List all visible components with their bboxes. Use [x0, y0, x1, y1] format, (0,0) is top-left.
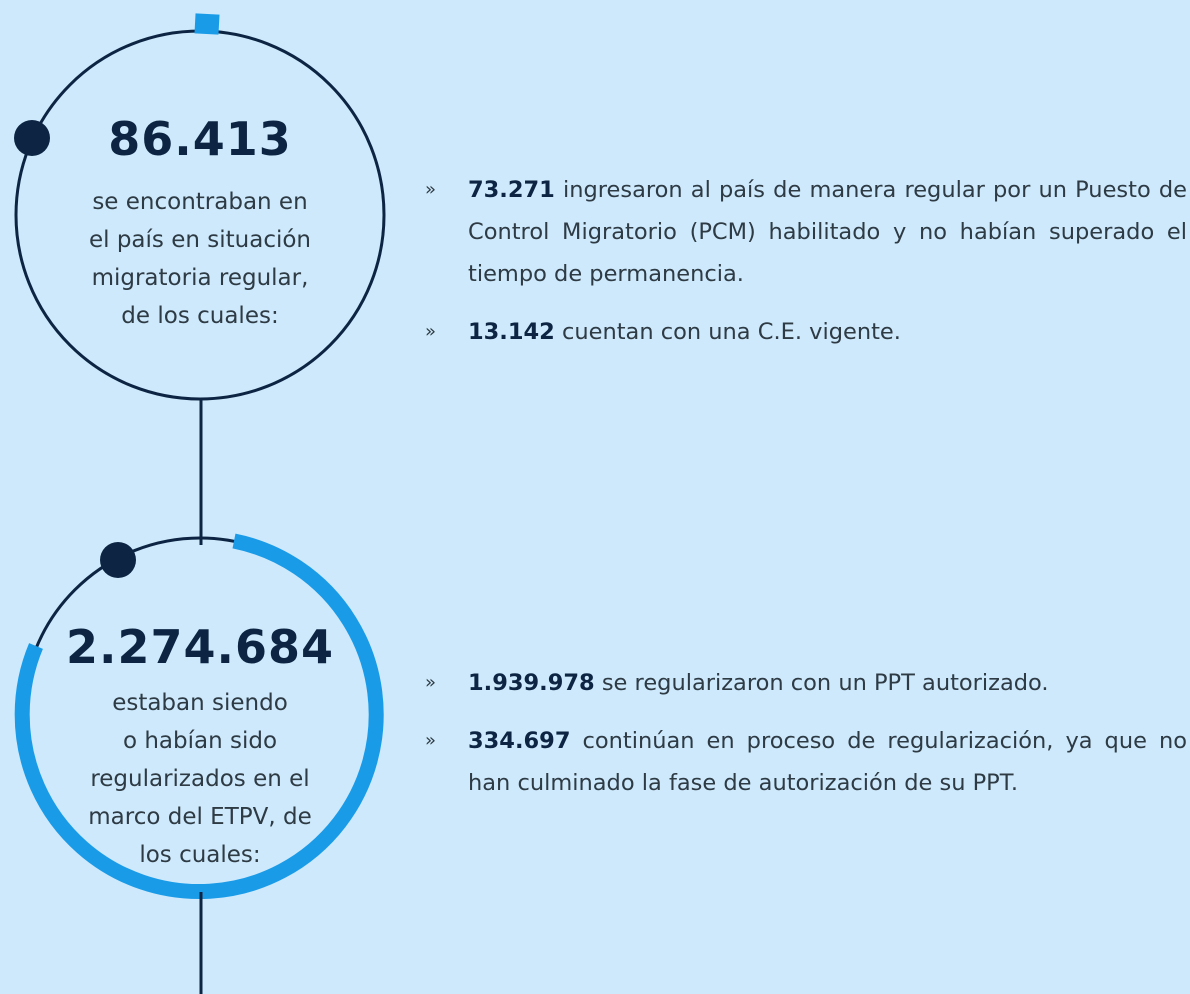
bullet: » 1.939.978 se regularizaron con un PPT a… — [425, 662, 1187, 704]
bullet-number: 13.142 — [468, 319, 555, 345]
bullet-number: 334.697 — [468, 728, 571, 754]
bullet-list: » 1.939.978 se regularizaron con un PPT a… — [425, 662, 1187, 820]
bullet-number: 73.271 — [468, 177, 555, 203]
big-number: 2.274.684 — [66, 620, 334, 674]
description-line: marco del ETPV, de — [88, 804, 312, 830]
bullet-text: se regularizaron con un PPT autorizado. — [594, 670, 1049, 696]
description-line: se encontraban en — [92, 189, 308, 215]
bullet-marker: » — [425, 179, 437, 200]
bullet-marker: » — [425, 321, 437, 342]
bullet-marker: » — [425, 672, 437, 693]
bullet-number: 1.939.978 — [468, 670, 595, 696]
description-line: migratoria regular, — [91, 265, 309, 291]
dot — [14, 120, 50, 156]
description-line: de los cuales: — [121, 303, 279, 329]
accent-square — [194, 13, 220, 35]
bullet-list: » 73.271 ingresaron al país de manera reg… — [425, 169, 1187, 369]
description-line: o habían sido — [122, 728, 278, 754]
description-line: estaban siendo — [112, 690, 288, 716]
bullet: » 13.142 cuentan con una C.E. vigente. — [425, 311, 1187, 353]
bullet-text: cuentan con una C.E. vigente. — [554, 319, 901, 345]
bullet-text: ingresaron al país de manera regular por… — [468, 177, 1187, 287]
description-line: el país en situación — [88, 227, 311, 253]
big-number: 86.413 — [108, 112, 292, 166]
progress-arc — [14, 533, 384, 900]
bullet: » 73.271 ingresaron al país de manera reg… — [425, 169, 1187, 295]
description-line: regularizados en el — [90, 766, 310, 792]
description-line: los cuales: — [139, 842, 261, 868]
bullet-marker: » — [425, 730, 437, 751]
dot — [100, 542, 136, 578]
bullet-text: continúan en proceso de regularización, … — [468, 728, 1187, 796]
bullet: » 334.697 continúan en proceso de regular… — [425, 720, 1187, 804]
description: estaban siendo o habían sido regularizados… — [0, 684, 400, 874]
description: se encontraban en el país en situación mig… — [0, 183, 400, 335]
